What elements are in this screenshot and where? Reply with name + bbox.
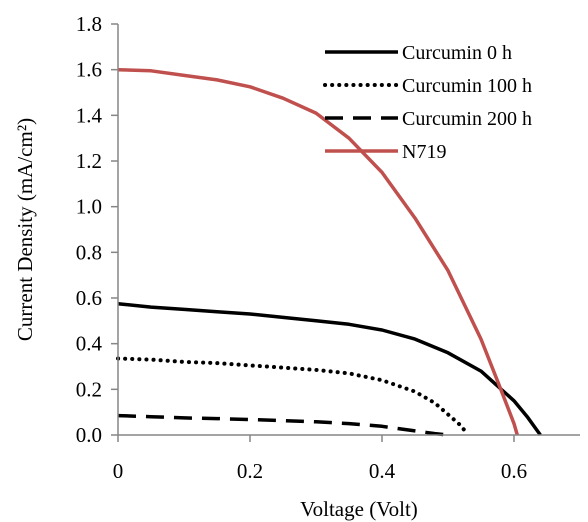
x-tick-label: 0 <box>113 459 124 483</box>
y-tick-label: 0.6 <box>76 286 102 310</box>
y-tick-label: 1.6 <box>76 58 102 82</box>
x-tick-label: 0.2 <box>237 459 263 483</box>
y-tick-label: 1.0 <box>76 195 102 219</box>
y-ticks: 0.0 0.2 0.4 0.6 0.8 1.0 1.2 1.4 1.6 1.8 <box>76 12 118 447</box>
x-tick-label: 0.6 <box>501 459 527 483</box>
x-axis-title: Voltage (Volt) <box>300 497 418 521</box>
y-tick-label: 0.4 <box>76 332 103 356</box>
y-tick-label: 0.0 <box>76 423 102 447</box>
y-tick-label: 1.2 <box>76 149 102 173</box>
x-ticks: 0 0.2 0.4 0.6 <box>113 435 527 483</box>
plot-lines <box>116 67 542 437</box>
y-tick-label: 0.2 <box>76 377 102 401</box>
axes <box>117 24 580 436</box>
y-tick-label: 0.8 <box>76 240 102 264</box>
series-line-n719 <box>117 67 519 436</box>
legend: Curcumin 0 h Curcumin 100 h Curcumin 200 h… <box>323 42 532 163</box>
y-tick-label: 1.4 <box>76 103 103 127</box>
legend-label-curcumin-100-h: Curcumin 100 h <box>402 75 532 97</box>
series-line-curcumin-200-h <box>117 413 449 437</box>
series-line-curcumin-0-h <box>117 301 542 437</box>
series-line-curcumin-100-h <box>116 356 470 437</box>
legend-label-curcumin-0-h: Curcumin 0 h <box>402 42 512 64</box>
y-tick-label: 1.8 <box>76 12 102 36</box>
legend-label-n719: N719 <box>402 141 446 163</box>
legend-label-curcumin-200-h: Curcumin 200 h <box>402 108 532 130</box>
y-axis-title: Current Density (mA/cm²) <box>13 118 37 341</box>
x-tick-label: 0.4 <box>369 459 396 483</box>
